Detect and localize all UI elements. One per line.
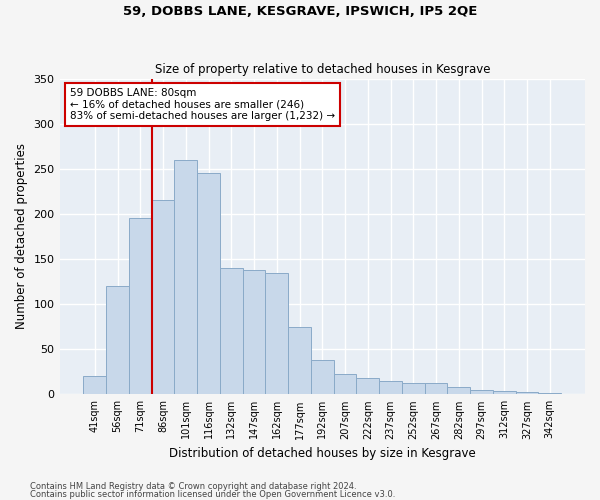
Bar [220, 268, 242, 394]
Bar [402, 384, 425, 394]
X-axis label: Distribution of detached houses by size in Kesgrave: Distribution of detached houses by size … [169, 447, 476, 460]
Bar [152, 200, 175, 394]
Text: Contains HM Land Registry data © Crown copyright and database right 2024.: Contains HM Land Registry data © Crown c… [30, 482, 356, 491]
Bar [493, 390, 515, 394]
Text: Contains public sector information licensed under the Open Government Licence v3: Contains public sector information licen… [30, 490, 395, 499]
Y-axis label: Number of detached properties: Number of detached properties [15, 144, 28, 330]
Bar [334, 374, 356, 394]
Bar [106, 286, 129, 395]
Title: Size of property relative to detached houses in Kesgrave: Size of property relative to detached ho… [155, 63, 490, 76]
Bar [175, 160, 197, 394]
Bar [470, 390, 493, 394]
Bar [538, 392, 561, 394]
Bar [515, 392, 538, 394]
Bar [197, 174, 220, 394]
Bar [379, 381, 402, 394]
Bar [448, 387, 470, 394]
Bar [288, 326, 311, 394]
Text: 59 DOBBS LANE: 80sqm
← 16% of detached houses are smaller (246)
83% of semi-deta: 59 DOBBS LANE: 80sqm ← 16% of detached h… [70, 88, 335, 121]
Bar [242, 270, 265, 394]
Text: 59, DOBBS LANE, KESGRAVE, IPSWICH, IP5 2QE: 59, DOBBS LANE, KESGRAVE, IPSWICH, IP5 2… [123, 5, 477, 18]
Bar [265, 272, 288, 394]
Bar [311, 360, 334, 394]
Bar [425, 384, 448, 394]
Bar [129, 218, 152, 394]
Bar [83, 376, 106, 394]
Bar [356, 378, 379, 394]
